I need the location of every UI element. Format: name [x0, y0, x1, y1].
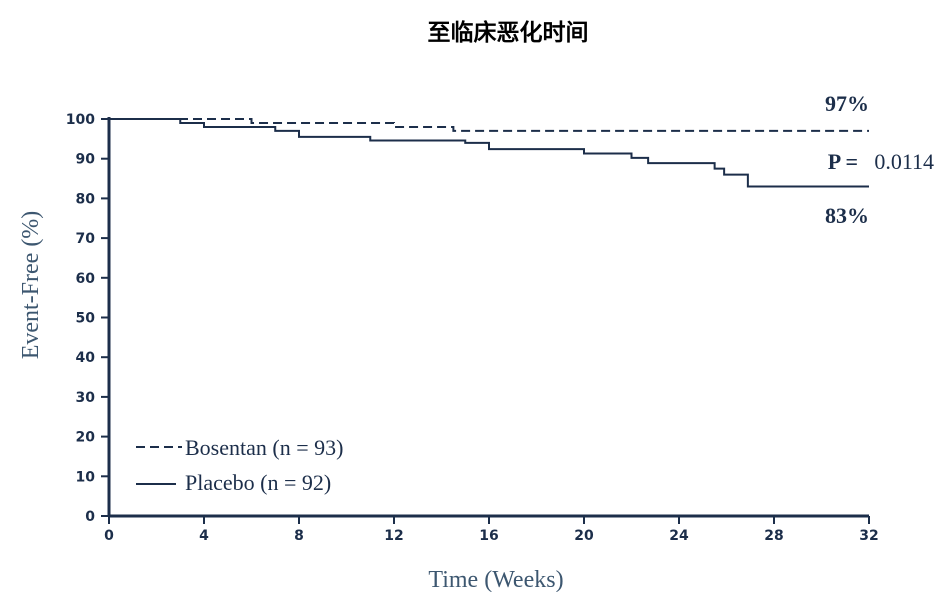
y-tick-label: 60 [76, 271, 96, 287]
y-tick-label: 70 [76, 231, 96, 247]
y-tick-label: 30 [76, 390, 96, 406]
y-tick-label: 0 [85, 509, 95, 525]
x-tick-label: 20 [574, 528, 594, 544]
x-tick-label: 28 [764, 528, 783, 544]
x-tick-label: 4 [199, 528, 209, 544]
x-axis-ticks: 0 4 8 12 16 20 24 28 32 [104, 516, 879, 544]
legend-label-placebo: Placebo (n = 92) [185, 470, 331, 495]
legend: Bosentan (n = 93) Placebo (n = 92) [136, 435, 343, 495]
p-label: P = [828, 149, 858, 174]
y-tick-label: 90 [76, 152, 96, 168]
x-tick-label: 8 [294, 528, 304, 544]
y-tick-label: 40 [76, 350, 96, 366]
legend-label-bosentan: Bosentan (n = 93) [185, 435, 343, 460]
bosentan-end-label: 97% [825, 91, 869, 116]
x-tick-label: 16 [479, 528, 498, 544]
x-tick-label: 24 [669, 528, 689, 544]
series-line-bosentan [109, 118, 869, 132]
y-tick-label: 50 [76, 311, 96, 327]
series-layer [109, 118, 869, 188]
x-axis-label: Time (Weeks) [428, 567, 563, 592]
series-line-placebo [109, 118, 869, 188]
y-tick-label: 10 [76, 469, 96, 485]
x-tick-label: 32 [859, 528, 878, 544]
y-tick-label: 20 [76, 430, 96, 446]
x-tick-label: 12 [384, 528, 403, 544]
y-axis-label: Event-Free (%) [18, 211, 44, 360]
y-tick-label: 80 [76, 191, 96, 207]
y-tick-label: 100 [66, 112, 95, 128]
y-axis-ticks: 0 10 20 30 40 50 60 70 80 90 100 [66, 112, 109, 525]
placebo-end-label: 83% [825, 203, 869, 228]
chart-title: 至临床恶化时间 [428, 19, 589, 46]
x-tick-label: 0 [104, 528, 114, 544]
p-value: 0.0114 [874, 149, 934, 174]
